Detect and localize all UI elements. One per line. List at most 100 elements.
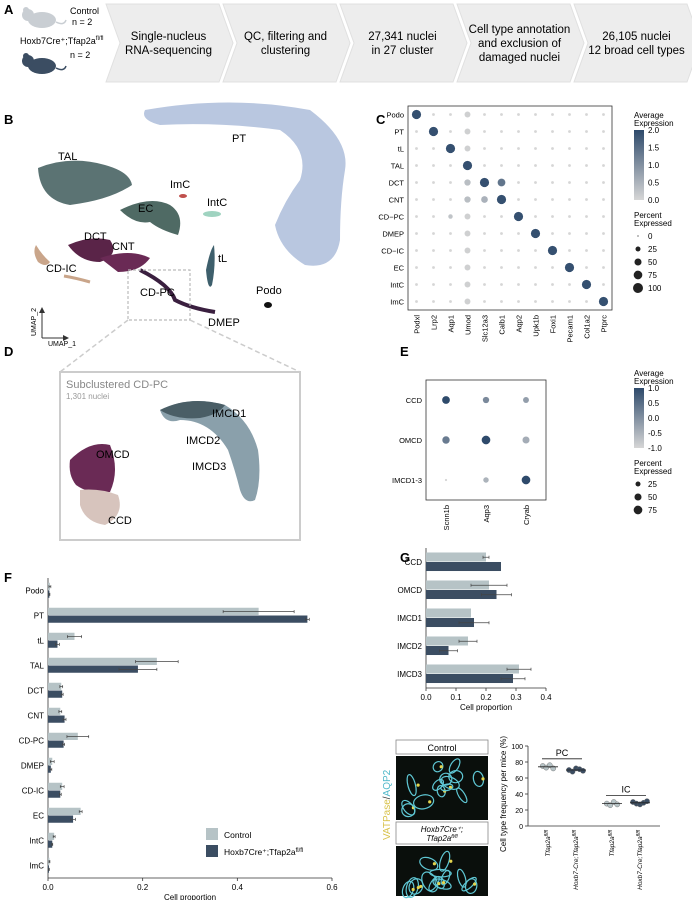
subcluster-label-ccd: CCD [108,515,132,527]
dotplot-dot [585,232,588,235]
dotplot-dot [449,300,452,303]
bar [426,562,501,572]
umap-axes-arrows [39,307,69,341]
dotplot-dot [598,296,609,307]
bar [48,740,64,748]
dotplot-dot [602,147,605,150]
legend-color-bar [634,130,644,200]
dotplot-col-label: Scnn1b [442,505,451,530]
x-tick-label: Hoxb7-Cre;Tfap2afl/fl [636,829,644,890]
category-label: DCT [28,687,45,696]
subcluster-imcd [160,401,260,502]
dotplot-dot [585,300,588,303]
dotplot-dot [517,232,520,235]
legend-color-tick: 2.0 [648,126,660,135]
dotplot-dot [551,181,554,184]
legend-color-tick: 1.0 [648,161,660,170]
vatpase-cell [472,882,477,886]
category-label: DMEP [21,762,44,771]
legend-color-title: Expression [634,119,674,128]
subcluster-panel: Subclustered CD-PC 1,301 nuclei IMCD1 IM… [59,319,301,541]
dotplot-dot [568,181,571,184]
legend-color-tick: 0.0 [648,414,660,423]
dotplot-row-label: DCT [389,179,405,188]
dotplot-dot [448,214,453,219]
dotplot-dot [602,198,605,201]
bar [48,840,53,848]
dotplot-dot [415,181,418,184]
workflow-panel: Control n = 2 Hoxb7Cre⁺;Tfap2afl/fl n = … [20,3,692,83]
mutant-group-label: Hoxb7Cre⁺;Tfap2afl/fl [20,36,103,46]
scatter-point [614,801,621,808]
dotplot-col-label: Cryab [522,505,531,525]
dotplot-dot [449,113,452,116]
umap-label-cd-pc: CD-PC [140,287,175,299]
dotplot-dot [568,130,571,133]
bar [48,782,63,790]
dotplot-dot [534,300,537,303]
umap-label-cnt: CNT [112,241,135,253]
bar [426,590,497,600]
micrograph-mutant-cells [401,850,478,899]
dotplot-dot [464,179,471,186]
legend-size-tick: 50 [648,493,657,502]
panel-letter-d: D [4,344,13,359]
subcluster-ccd [80,489,120,525]
dotplot-col-label: Foxi1 [549,315,558,333]
dotplot-row-label: CCD [406,396,423,405]
y-tick-label: 20 [515,808,523,815]
dotplot-dot [432,266,435,269]
legend-size-dot [635,481,641,487]
dotplot-dot [500,266,503,269]
dotplot-dot [500,283,503,286]
dotplot-row-label: OMCD [399,436,422,445]
dotplot-dot [483,147,486,150]
category-label: IMCD1 [397,614,422,623]
dotplot-dot [415,283,418,286]
umap-label-tal: TAL [58,151,77,163]
dotplot-dot [585,215,588,218]
dotplot-dot [602,266,605,269]
dotplot-dot [602,249,605,252]
dotplot-dot [513,211,524,222]
dotplot-dot [568,113,571,116]
control-group-label: Control [70,6,99,16]
dotplot-dot [500,232,503,235]
dotplot-dot [432,232,435,235]
dotplot-dot [534,215,537,218]
subcluster-label-imcd3: IMCD3 [192,461,226,473]
dotplot-dot [497,178,506,187]
dotplot-dot [517,300,520,303]
dotplot-dot [534,181,537,184]
dotplot-dot [551,164,554,167]
bar [48,665,138,673]
legend-size-tick: 25 [648,480,657,489]
dotplot-col-label: Slc12a3 [481,315,490,342]
dotplot-dot [551,130,554,133]
legend-size-tick: 75 [648,271,657,280]
workflow-step-3 [339,3,468,83]
umap-cluster-intc [203,211,221,217]
umap-cluster-tl [206,245,215,287]
dotplot-dot [602,130,605,133]
dotplot-row-label: CD−IC [381,247,404,256]
legend-size-tick: 25 [648,245,657,254]
umap-axis-2: UMAP_2 [31,308,38,336]
dotplot-col-label: Calb1 [498,315,507,335]
category-label: CD-PC [19,737,45,746]
category-label: CNT [28,712,45,721]
dotplot-dot [432,164,435,167]
umap-cluster-podo [264,302,272,308]
bar [48,657,157,665]
dotplot-dot [500,164,503,167]
dotplot-dot [483,232,486,235]
dotplot-dot [517,283,520,286]
dotplot-dot [464,247,471,254]
workflow-step-text: in 27 cluster [371,45,433,57]
legend-color-tick: -1.0 [648,444,662,453]
workflow-step-text: QC, filtering and [244,31,327,43]
dotplot-dot [432,300,435,303]
dotplot-dot [415,198,418,201]
umap-cluster-imc [179,194,187,198]
x-tick-label: 0.4 [232,883,244,892]
